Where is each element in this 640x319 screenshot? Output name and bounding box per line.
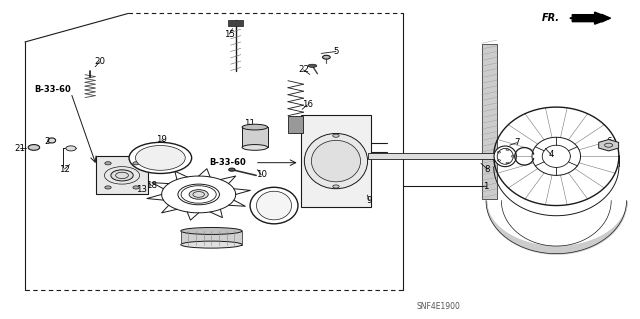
Text: 5: 5 [333,47,339,56]
Bar [288,116,303,133]
Bar [180,231,242,245]
Text: 6: 6 [607,137,612,146]
Text: 18: 18 [146,181,157,190]
Ellipse shape [66,146,76,151]
Ellipse shape [189,190,208,199]
Text: 20: 20 [94,57,105,66]
Text: 4: 4 [548,150,554,159]
Ellipse shape [48,138,56,143]
Ellipse shape [180,241,242,248]
Text: 2: 2 [44,137,49,145]
Text: 19: 19 [156,135,167,144]
Text: 21: 21 [14,144,26,153]
Ellipse shape [178,184,220,205]
Text: 11: 11 [244,119,255,129]
Bar [228,20,243,26]
Polygon shape [598,139,619,151]
Text: FR.: FR. [541,13,559,23]
Ellipse shape [242,124,268,130]
Ellipse shape [133,162,140,165]
Bar [242,127,268,147]
Text: 13: 13 [136,185,147,194]
Ellipse shape [105,186,111,189]
Bar [97,156,148,195]
Ellipse shape [133,186,140,189]
Ellipse shape [100,165,144,186]
Bar [481,44,497,199]
Bar [301,115,371,207]
Bar [368,153,495,159]
Ellipse shape [129,142,191,174]
FancyArrow shape [572,12,611,24]
Ellipse shape [180,227,242,234]
Text: B-33-60: B-33-60 [35,85,72,94]
Text: SNF4E1900: SNF4E1900 [416,302,460,311]
Text: 22: 22 [298,65,309,74]
Ellipse shape [305,133,367,189]
Ellipse shape [257,191,292,220]
Ellipse shape [250,187,298,224]
Text: 3: 3 [348,153,353,162]
Ellipse shape [28,145,40,150]
Ellipse shape [308,64,317,67]
Text: 15: 15 [224,30,235,39]
Text: 1: 1 [483,182,489,191]
Ellipse shape [312,140,360,182]
Text: B-33-60: B-33-60 [209,158,246,167]
Ellipse shape [228,168,235,171]
Text: 9: 9 [367,196,372,205]
Text: 12: 12 [59,165,70,174]
Ellipse shape [136,145,185,170]
Text: 14: 14 [276,207,287,216]
Text: 16: 16 [301,100,313,109]
Text: 7: 7 [514,138,520,147]
Ellipse shape [333,134,339,137]
Ellipse shape [494,146,516,167]
Text: 8: 8 [484,165,490,174]
Ellipse shape [242,145,268,150]
Ellipse shape [105,162,111,165]
Ellipse shape [333,185,339,188]
Ellipse shape [111,170,133,181]
Ellipse shape [323,55,330,59]
Text: 17: 17 [211,240,222,249]
Text: 10: 10 [256,170,267,179]
